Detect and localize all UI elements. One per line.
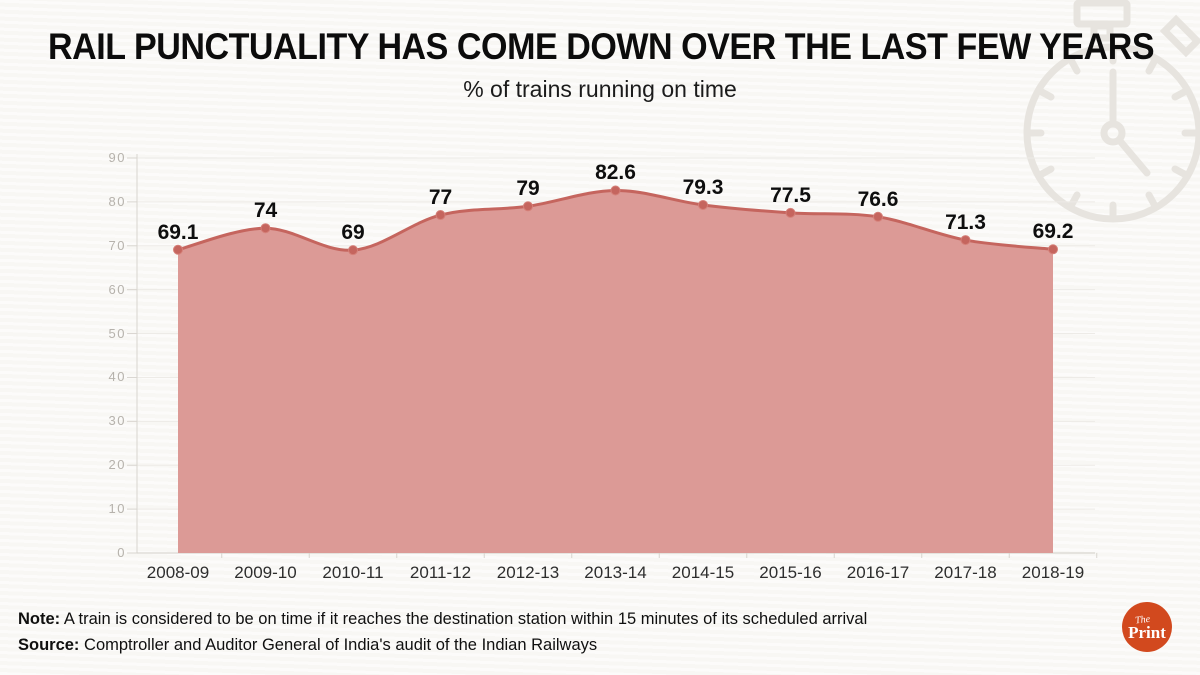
source-line: Source: Comptroller and Auditor General … (18, 632, 867, 658)
chart-subtitle: % of trains running on time (463, 76, 737, 102)
source-label: Source: (18, 636, 80, 654)
data-point-marker (610, 185, 621, 196)
note-text: A train is considered to be on time if i… (60, 610, 868, 628)
data-point-marker (960, 235, 971, 246)
source-text: Comptroller and Auditor General of India… (79, 636, 598, 654)
area-fill (178, 190, 1053, 553)
data-point-marker (260, 223, 271, 234)
data-point-marker (173, 244, 183, 255)
chart-title: RAIL PUNCTUALITY HAS COME DOWN OVER THE … (48, 26, 1155, 67)
data-point-marker (523, 201, 533, 212)
theprint-logo: The Print (1122, 602, 1172, 652)
data-point-marker (348, 245, 358, 256)
data-point-marker (873, 211, 883, 222)
data-point-marker (1048, 244, 1058, 255)
note-line: Note: A train is considered to be on tim… (18, 606, 867, 632)
data-point-marker (435, 210, 446, 221)
data-point-marker (698, 199, 708, 210)
logo-the: The (1133, 613, 1151, 626)
note-label: Note: (18, 610, 61, 628)
data-point-marker (785, 207, 796, 218)
chart-footer: Note: A train is considered to be on tim… (18, 606, 867, 658)
logo-print: Print (1128, 622, 1166, 642)
